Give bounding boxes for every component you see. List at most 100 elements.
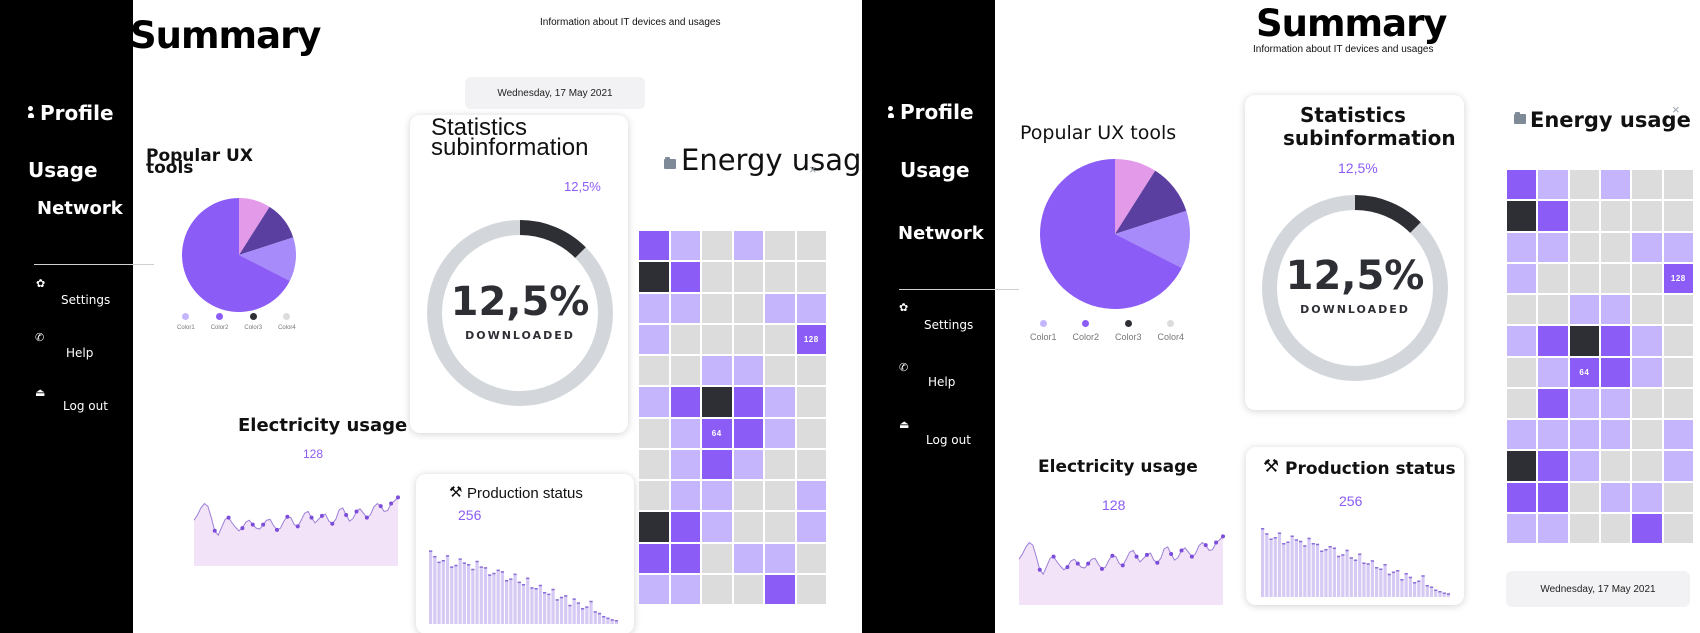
nav-profile[interactable]: Profile (900, 100, 974, 124)
nav-network[interactable]: Network (37, 198, 123, 219)
heatmap-cell (639, 387, 669, 417)
electricity-point (319, 513, 324, 518)
electricity-area-fill (194, 497, 398, 566)
nav-logout[interactable]: Log out (926, 433, 971, 447)
nav-profile[interactable]: Profile (40, 101, 114, 125)
heatmap-cell (765, 356, 795, 386)
heatmap-cell (1507, 357, 1537, 387)
pie-slice-color4 (1115, 159, 1156, 234)
production-bar (454, 564, 458, 624)
heatmap-cell (1663, 201, 1693, 231)
heatmap-cell (1507, 201, 1537, 231)
heatmap-cell: 128 (1663, 263, 1693, 293)
heatmap-cell (1601, 295, 1631, 325)
legend-dot (249, 313, 257, 320)
production-bar-cap (1353, 559, 1358, 561)
sidebar-divider (34, 264, 154, 265)
heatmap-cell (1663, 326, 1693, 356)
production-bar (1425, 585, 1429, 597)
production-bar (1261, 528, 1265, 597)
production-bar-cap (1391, 571, 1396, 573)
production-bar-cap (1425, 585, 1429, 587)
nav-logout[interactable]: Log out (63, 399, 108, 413)
production-bar (1311, 543, 1315, 597)
heatmap-cell (1601, 513, 1631, 543)
ux-tools-pie-chart (1040, 159, 1190, 309)
production-bar (1294, 539, 1298, 597)
electricity-point (389, 501, 394, 506)
heatmap-cell (796, 481, 826, 511)
production-bar (1429, 586, 1434, 597)
heatmap-cell (733, 356, 763, 386)
production-bar-cap (1413, 582, 1417, 584)
date-text: Wednesday, 17 May 2021 (497, 87, 613, 99)
production-bar (1358, 553, 1362, 597)
production-bar-cap (1294, 539, 1298, 541)
heatmap-cell (765, 481, 795, 511)
production-bar-cap (1299, 540, 1303, 543)
donut-progress-arc (519, 220, 586, 259)
production-bar (441, 560, 445, 624)
pie-slice-color1 (1040, 159, 1182, 309)
pie-slice-color3 (1115, 170, 1187, 234)
close-icon[interactable]: × (1672, 102, 1680, 117)
heatmap-cell (1601, 451, 1631, 481)
production-bar-cap (471, 568, 475, 571)
nav-usage[interactable]: Usage (900, 158, 970, 182)
nav-help[interactable]: Help (928, 375, 956, 389)
legend-label: Color2 (1072, 332, 1100, 342)
heatmap-cell: 128 (796, 324, 826, 354)
electricity-point (1214, 540, 1219, 545)
production-bar-cap (589, 600, 593, 603)
electricity-point (1169, 551, 1174, 556)
heatmap-cell (702, 231, 732, 261)
nav-help[interactable]: Help (66, 346, 94, 360)
heatmap-cell (1663, 232, 1693, 262)
production-bar (450, 566, 454, 624)
production-bar (429, 550, 433, 624)
legend-label: Color2 (210, 325, 229, 331)
production-bar (1341, 554, 1345, 597)
heatmap-cell (1632, 482, 1662, 512)
heatmap-cell (1601, 357, 1631, 387)
electricity-point (309, 515, 314, 520)
production-bar-cap (483, 567, 488, 569)
electricity-point (1099, 566, 1104, 571)
heatmap-cell (733, 387, 763, 417)
production-bar (547, 593, 551, 624)
production-bar (471, 568, 475, 624)
legend-label: Color4 (278, 325, 296, 331)
close-icon[interactable]: × (809, 162, 817, 177)
nav-settings[interactable]: Settings (61, 293, 111, 307)
nav-settings[interactable]: Settings (924, 318, 974, 332)
heatmap-cell (1569, 295, 1599, 325)
heatmap-cell (1632, 295, 1662, 325)
production-bar (505, 580, 509, 624)
statistics-percent-label: 12,5% (564, 179, 601, 194)
electricity-point (1179, 548, 1184, 553)
nav-network[interactable]: Network (898, 223, 984, 244)
production-bar (1421, 575, 1425, 597)
page-title: Summary (130, 14, 321, 57)
production-value: 256 (458, 507, 482, 523)
legend-item-2: Color2 (210, 313, 229, 331)
nav-usage[interactable]: Usage (28, 158, 98, 182)
pie-slice-color2 (1115, 210, 1190, 269)
gear-icon: ✿ (899, 302, 909, 314)
production-bar-cap (509, 578, 513, 580)
electricity-point (354, 509, 359, 514)
heatmap-cell (733, 543, 763, 573)
production-bar (1315, 543, 1320, 597)
production-bar-cap (530, 587, 534, 589)
hammer-pick-icon: ⚒ (1263, 456, 1280, 476)
heatmap-cell (1507, 170, 1537, 200)
legend-item-1: Color1 (1030, 320, 1057, 342)
production-value: 256 (1339, 493, 1363, 509)
legend-dot (1124, 320, 1132, 327)
legend-item-3: Color3 (244, 313, 262, 331)
heatmap-cell (1632, 388, 1662, 418)
production-bar (585, 606, 589, 624)
statistics-card: Statistics subinformation 12,5% 12,5% DO… (1245, 95, 1464, 410)
production-bar (1400, 579, 1404, 597)
heatmap-cell (670, 324, 700, 354)
